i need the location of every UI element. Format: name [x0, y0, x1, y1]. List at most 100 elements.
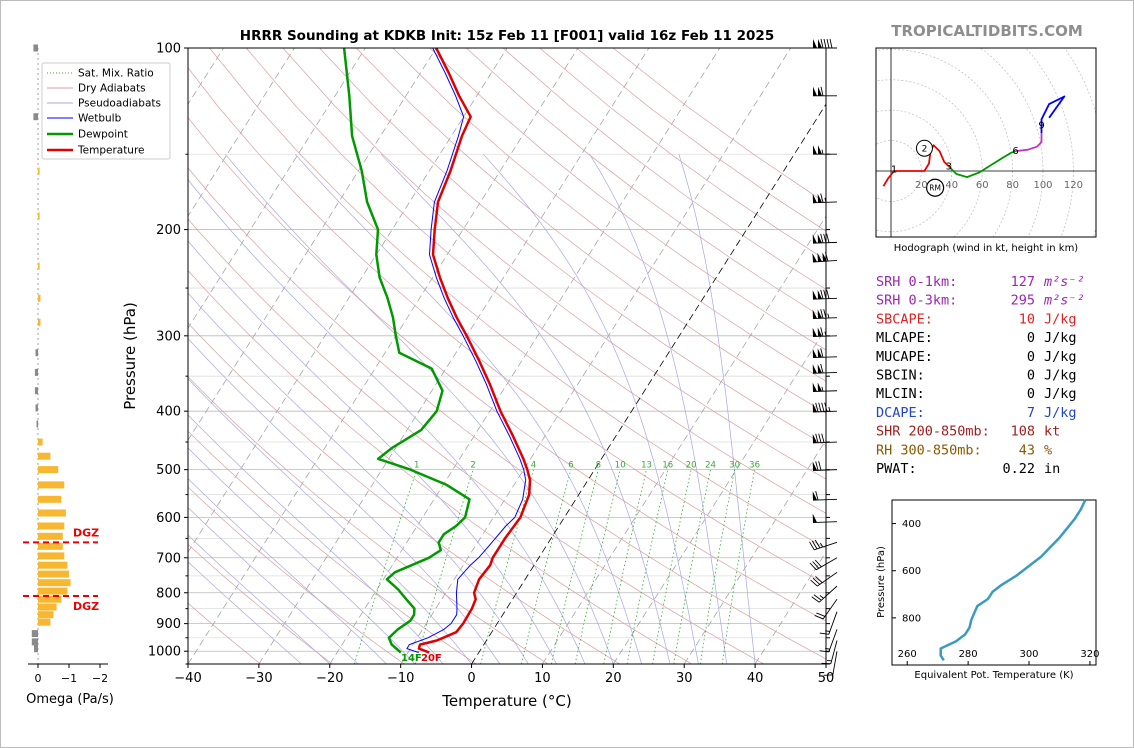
barb-flag [812, 309, 817, 319]
barb-feather [815, 433, 819, 443]
dry-adiabat [392, 48, 826, 382]
index-row: SHR 200-850mb: 108 kt [876, 424, 1060, 440]
omega-bar [38, 212, 40, 220]
barb-staff [812, 201, 838, 204]
index-row: SBCIN: 0 J/kg [876, 368, 1077, 384]
index-unit: J/kg [1044, 405, 1077, 421]
moist-adiabat [188, 378, 472, 664]
barb-feather [823, 289, 827, 299]
barb-feather [813, 594, 822, 601]
barb-feather [812, 561, 820, 569]
surface-dewpoint-label: 14F [401, 653, 422, 664]
omega-bar [38, 595, 62, 603]
mixing-ratio-label: 1 [414, 461, 419, 471]
index-value: 0 [1027, 349, 1035, 365]
barb-feather [820, 348, 824, 358]
barb-flag [812, 290, 817, 300]
legend-label: Temperature [77, 145, 145, 157]
wind-barbs [809, 38, 838, 676]
barb-staff [830, 640, 838, 664]
barb-half-feather [825, 648, 830, 650]
theta-e-y-tick-label: 600 [902, 566, 921, 577]
barb-flag [817, 364, 822, 374]
mixing-ratio-line [574, 469, 621, 664]
wind-barb [812, 363, 838, 374]
barb-feather [815, 490, 819, 501]
x-tick-label: 20 [605, 671, 622, 686]
hodograph-segment [1015, 133, 1043, 153]
barb-feather [824, 252, 829, 262]
omega-bar [35, 349, 38, 357]
hodograph-frame [875, 47, 1097, 238]
barb-feather [814, 539, 821, 549]
barb-feather [819, 650, 829, 653]
mixing-ratio-labels: 1 2 4 6 8 10 13 16 20 24 30 36 [414, 461, 760, 471]
barb-half-feather [819, 595, 824, 599]
theta-e-x-tick-label: 260 [898, 649, 917, 660]
mixing-ratio-label: 24 [705, 461, 716, 471]
omega-xlabel: Omega (Pa/s) [26, 692, 114, 707]
dry-adiabat [188, 543, 333, 664]
barb-flag [812, 364, 817, 374]
x-tick-label: −20 [316, 671, 343, 686]
index-row: MLCAPE: 0 J/kg [876, 330, 1077, 346]
isotherm-line [188, 48, 295, 217]
index-label: SHR 200-850mb: [876, 424, 990, 440]
omega-bar [33, 113, 38, 121]
omega-bar [38, 587, 68, 595]
mixing-ratio-label: 13 [641, 461, 652, 471]
dry-adiabat [245, 48, 826, 514]
storm-motion-label: 2 [922, 145, 928, 155]
skewt-xlabel: Temperature (°C) [441, 692, 571, 710]
barb-feather [820, 233, 824, 244]
index-label: RH 300-850mb: [876, 442, 982, 458]
barb-flag [818, 145, 822, 155]
barb-feather [815, 461, 819, 471]
omega-tick-label: 0 [35, 672, 42, 685]
dry-adiabat [188, 67, 826, 585]
barb-feather [826, 233, 830, 243]
theta-e-y-tick-label: 800 [902, 613, 921, 624]
barb-feather [816, 612, 826, 617]
mixing-ratio-line [603, 469, 647, 664]
omega-bar [38, 452, 51, 460]
hodograph-height-label: 1 [891, 165, 897, 176]
wind-barb [812, 382, 838, 393]
wind-barb [812, 233, 838, 244]
barb-feather [823, 233, 827, 243]
wind-barb [812, 490, 838, 501]
x-tick-label: −30 [245, 671, 272, 686]
surface-temperature-label: 20F [421, 653, 442, 664]
wetbulb-line [406, 48, 527, 653]
x-tick-label: 40 [747, 671, 764, 686]
omega-bar [38, 579, 71, 587]
wind-barb [819, 629, 838, 653]
omega-bars [31, 44, 71, 653]
barb-staff [817, 571, 838, 587]
moist-adiabat [188, 507, 359, 664]
index-row: RH 300-850mb: 43% [876, 442, 1052, 458]
hodograph-height-label: 6 [1012, 146, 1018, 157]
barb-flag [822, 252, 827, 262]
barb-staff [812, 356, 838, 359]
moist-adiabat [188, 240, 557, 664]
index-unit: kt [1044, 424, 1060, 440]
index-row: DCAPE: 7 J/kg [876, 405, 1077, 421]
index-row: SBCAPE: 10 J/kg [876, 311, 1077, 327]
moist-adiabat [678, 154, 756, 664]
wind-barb [821, 640, 838, 665]
mixing-ratio-line [521, 469, 572, 664]
barb-half-feather [820, 542, 824, 548]
hodograph-segment [882, 144, 950, 187]
isotherm-line [188, 48, 579, 664]
index-label: SRH 0-1km: [876, 274, 957, 290]
barb-feather [821, 433, 825, 443]
barb-flag [813, 145, 817, 155]
index-unit: J/kg [1044, 368, 1077, 384]
wind-barb [809, 557, 838, 571]
index-row: MLCIN: 0 J/kg [876, 386, 1077, 402]
index-row: SRH 0-3km: 295 m²s⁻² [876, 293, 1085, 309]
barb-feather [826, 38, 830, 49]
omega-bar [35, 404, 38, 412]
